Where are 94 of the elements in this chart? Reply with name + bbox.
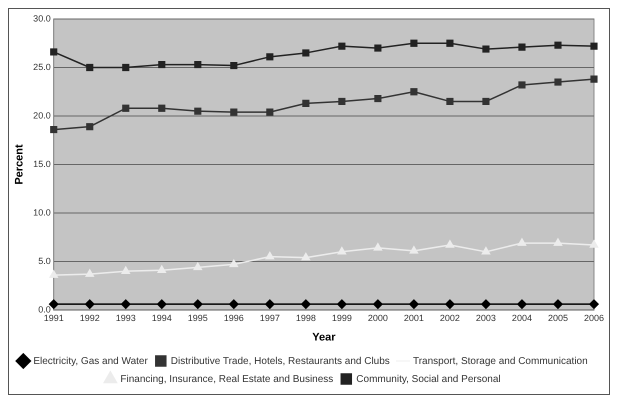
y-tick-label: 10.0 bbox=[33, 207, 51, 218]
point bbox=[157, 299, 167, 309]
point bbox=[554, 78, 562, 86]
y-tick-label: 0.0 bbox=[38, 304, 51, 314]
point bbox=[86, 123, 94, 130]
x-tick-label: 2005 bbox=[548, 312, 568, 323]
x-tick-label: 2006 bbox=[584, 312, 604, 323]
point bbox=[481, 299, 491, 309]
point bbox=[446, 240, 454, 248]
point bbox=[266, 53, 274, 60]
x-tick-label: 1992 bbox=[80, 312, 100, 323]
point bbox=[122, 104, 130, 112]
point bbox=[410, 40, 418, 47]
y-tick-label: 20.0 bbox=[33, 110, 51, 120]
x-tick-label: 2003 bbox=[476, 312, 496, 323]
point bbox=[482, 247, 490, 255]
point bbox=[518, 44, 526, 51]
point bbox=[338, 42, 346, 50]
x-tick-label: 2000 bbox=[368, 312, 388, 323]
point bbox=[518, 238, 526, 246]
point bbox=[446, 40, 454, 47]
x-tick-label: 1997 bbox=[260, 312, 280, 323]
point bbox=[158, 265, 166, 273]
point bbox=[590, 76, 598, 83]
point bbox=[518, 81, 526, 89]
point bbox=[445, 299, 455, 309]
y-tick-label: 30.0 bbox=[33, 13, 51, 24]
point bbox=[86, 64, 94, 72]
point bbox=[158, 61, 166, 68]
y-axis-title: Percent bbox=[14, 144, 26, 185]
x-tick-label: 2001 bbox=[404, 312, 424, 323]
x-tick-label: 2004 bbox=[512, 312, 532, 323]
point bbox=[122, 64, 130, 72]
point bbox=[122, 266, 130, 274]
point bbox=[194, 108, 202, 115]
point bbox=[554, 238, 562, 246]
x-tick-label: 1991 bbox=[44, 312, 64, 323]
point bbox=[194, 262, 202, 270]
x-tick-label: 2002 bbox=[440, 312, 460, 323]
point bbox=[84, 299, 94, 309]
point bbox=[230, 260, 238, 268]
point bbox=[589, 299, 599, 309]
point bbox=[50, 270, 58, 278]
y-tick-label: 15.0 bbox=[33, 158, 51, 169]
point bbox=[229, 299, 239, 309]
point bbox=[374, 243, 382, 251]
point bbox=[517, 299, 527, 309]
x-tick-label: 1994 bbox=[152, 312, 172, 323]
point bbox=[50, 48, 58, 56]
x-axis-title: Year bbox=[312, 331, 336, 344]
point bbox=[266, 108, 274, 116]
point bbox=[302, 100, 310, 107]
legend-label: Community, Social and Personal bbox=[356, 374, 501, 385]
legend-label: Electricity, Gas and Water bbox=[33, 356, 148, 367]
point bbox=[302, 49, 310, 57]
point bbox=[230, 108, 238, 116]
point bbox=[194, 61, 202, 68]
point bbox=[158, 104, 166, 112]
x-tick-label: 1999 bbox=[332, 312, 352, 323]
x-tick-label: 1995 bbox=[188, 312, 208, 323]
point bbox=[590, 42, 598, 50]
point bbox=[482, 98, 490, 106]
x-tick-label: 1996 bbox=[224, 312, 244, 323]
legend-label: Transport, Storage and Communication bbox=[412, 356, 588, 367]
point bbox=[338, 98, 346, 106]
point bbox=[50, 126, 58, 134]
legend-label: Financing, Insurance, Real Estate and Business bbox=[120, 374, 334, 385]
point bbox=[553, 299, 563, 309]
y-tick-label: 5.0 bbox=[38, 256, 51, 266]
y-tick-label: 25.0 bbox=[33, 62, 51, 72]
point bbox=[338, 247, 346, 255]
point bbox=[410, 88, 418, 96]
point bbox=[590, 240, 598, 248]
point bbox=[337, 299, 347, 309]
point bbox=[373, 299, 383, 309]
point bbox=[230, 62, 238, 70]
point bbox=[410, 246, 418, 254]
point bbox=[266, 252, 274, 260]
point bbox=[48, 299, 58, 309]
point bbox=[374, 94, 382, 102]
point bbox=[302, 252, 310, 260]
x-tick-label: 1993 bbox=[116, 312, 136, 323]
point bbox=[409, 299, 419, 309]
point bbox=[265, 299, 275, 309]
point bbox=[121, 299, 131, 309]
point bbox=[301, 299, 311, 309]
point bbox=[482, 45, 490, 53]
legend-label: Distributive Trade, Hotels, Restaurants and Clubs bbox=[170, 356, 390, 367]
point bbox=[554, 42, 562, 49]
point bbox=[374, 44, 382, 52]
point bbox=[86, 269, 94, 277]
point bbox=[193, 299, 203, 309]
point bbox=[446, 98, 454, 106]
x-tick-label: 1998 bbox=[296, 312, 316, 323]
